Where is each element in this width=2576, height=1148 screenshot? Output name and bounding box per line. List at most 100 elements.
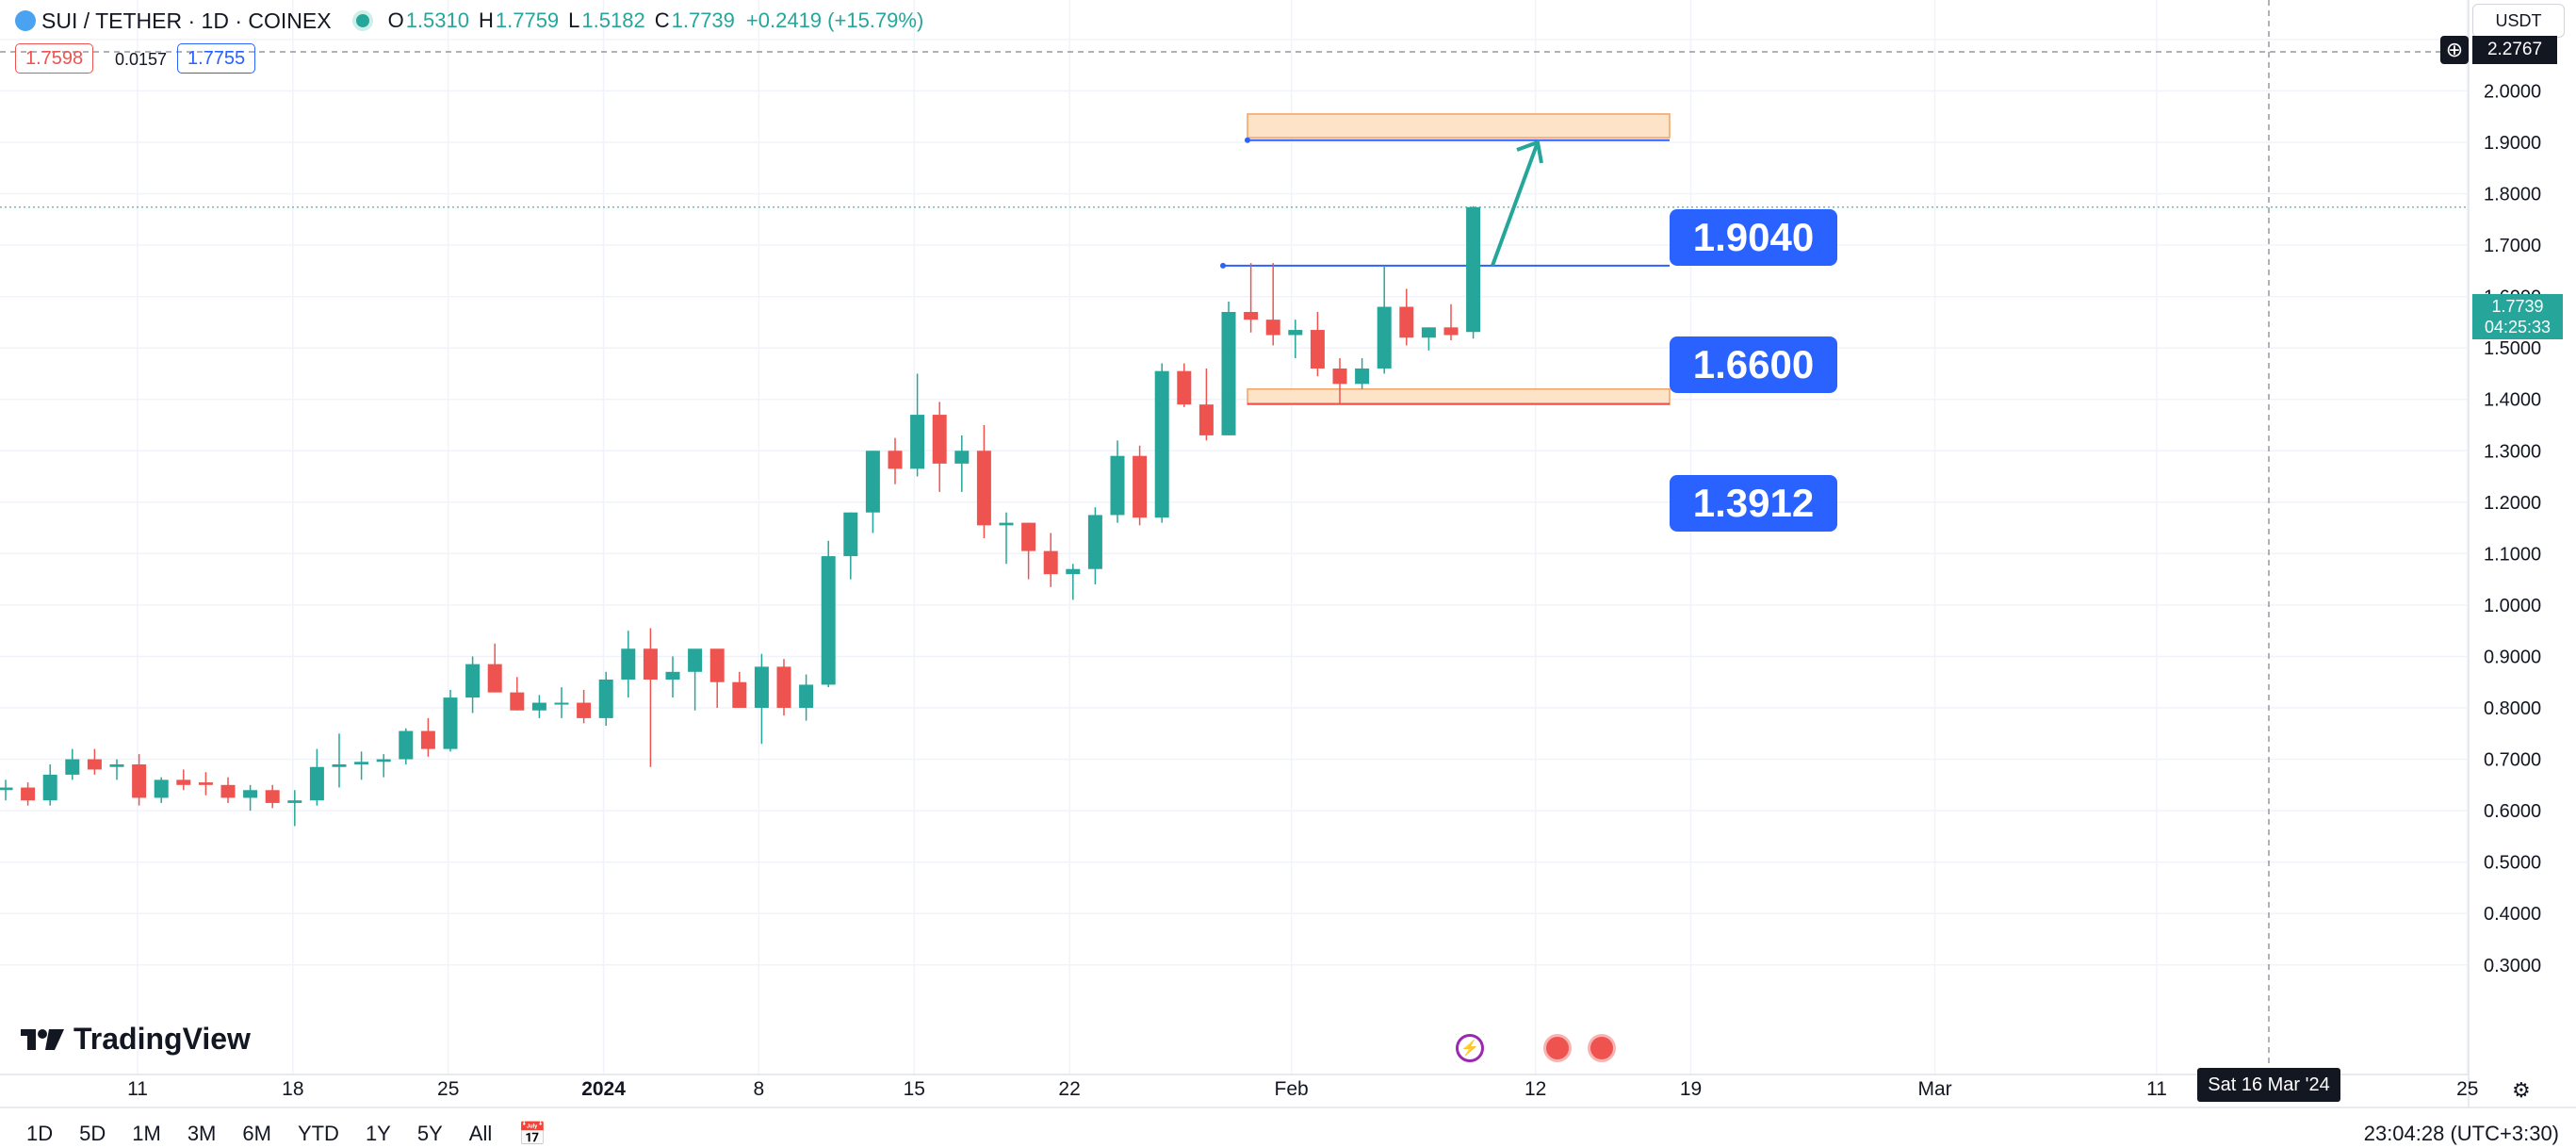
candle-body xyxy=(109,764,124,767)
candle-body xyxy=(376,759,391,763)
candle-body xyxy=(154,779,169,798)
candle-body xyxy=(1399,306,1414,338)
candle-body xyxy=(577,702,592,718)
time-tick-label: 25 xyxy=(437,1078,459,1100)
price-tick-label: 1.4000 xyxy=(2484,390,2541,411)
candle-body xyxy=(198,782,213,785)
crosshair-date-label: Sat 16 Mar '24 xyxy=(2197,1068,2340,1102)
sell-price-button[interactable]: 1.7598 xyxy=(15,43,94,74)
candle-body xyxy=(132,764,147,798)
price-tick-label: 0.4000 xyxy=(2484,904,2541,925)
level-anchor-mid xyxy=(1220,262,1226,269)
tradingview-logo[interactable]: TradingView xyxy=(21,1022,251,1057)
candle-body xyxy=(531,702,546,711)
crosshair-price-label: 2.2767 xyxy=(2472,36,2557,64)
price-tick-label: 2.0000 xyxy=(2484,81,2541,102)
candle-body xyxy=(776,666,791,708)
coin-logo-icon xyxy=(15,10,36,31)
candle-body xyxy=(1110,455,1125,516)
timeframe-3m[interactable]: 3M xyxy=(187,1122,217,1145)
candle-body xyxy=(65,759,80,775)
price-tick-label: 0.9000 xyxy=(2484,647,2541,667)
candle-body xyxy=(1332,368,1347,385)
level-label-bottom[interactable]: 1.3912 xyxy=(1670,475,1837,532)
time-tick-label: 2024 xyxy=(581,1078,626,1100)
candle-body xyxy=(1066,568,1081,575)
level-label-top[interactable]: 1.9040 xyxy=(1670,209,1837,266)
time-tick-label: Feb xyxy=(1275,1078,1309,1100)
us-flag-event-icon[interactable] xyxy=(1543,1034,1572,1062)
candle-body xyxy=(1087,515,1102,569)
candle-body xyxy=(42,774,57,801)
candle-body xyxy=(1265,320,1280,336)
candle-body xyxy=(821,556,836,685)
candle-body xyxy=(21,787,36,801)
candle-body xyxy=(265,790,280,803)
support-zone xyxy=(1247,388,1671,405)
candle-body xyxy=(643,648,658,680)
symbol-title[interactable]: SUI / TETHER · 1D · COINEX xyxy=(41,8,332,33)
timeframe-1d[interactable]: 1D xyxy=(26,1122,54,1145)
timeframe-1y[interactable]: 1Y xyxy=(365,1122,391,1145)
time-tick-label: 18 xyxy=(282,1078,303,1100)
price-tick-label: 0.3000 xyxy=(2484,956,2541,976)
candle-body xyxy=(243,790,258,798)
candle-body xyxy=(843,512,858,557)
candle-body xyxy=(799,684,814,708)
timeframe-1m[interactable]: 1M xyxy=(132,1122,161,1145)
candle-body xyxy=(420,730,435,749)
add-alert-plus-icon[interactable]: ⊕ xyxy=(2440,36,2469,64)
candle-body xyxy=(1021,522,1036,551)
bar-countdown: 04:25:33 xyxy=(2484,318,2552,336)
axis-settings-gear-icon[interactable]: ⚙ xyxy=(2512,1078,2531,1102)
buy-price-button[interactable]: 1.7755 xyxy=(177,43,256,74)
time-tick-label: 19 xyxy=(1680,1078,1702,1100)
candle-body xyxy=(1244,311,1259,320)
candle-body xyxy=(621,648,636,680)
price-tick-label: 0.5000 xyxy=(2484,853,2541,874)
clock-timezone[interactable]: 23:04:28 (UTC+3:30) xyxy=(2363,1122,2559,1145)
candle-body xyxy=(87,759,102,770)
candle-body xyxy=(976,451,991,526)
candle-body xyxy=(220,784,236,798)
candle-body xyxy=(1198,404,1214,435)
time-tick-label: 25 xyxy=(2456,1078,2478,1100)
candle-body xyxy=(1043,550,1058,575)
candle-body xyxy=(1221,311,1236,435)
candle-body xyxy=(1288,330,1303,336)
projection-arrow-head xyxy=(1516,139,1543,164)
spread-value: 0.0157 xyxy=(115,49,168,69)
ohlc-close: 1.7739 xyxy=(671,8,735,32)
candle-body xyxy=(1466,206,1481,333)
time-tick-label: Mar xyxy=(1917,1078,1951,1100)
symbol-header: SUI / TETHER · 1D · COINEX O 1.5310 H 1.77… xyxy=(0,0,923,41)
currency-unit-button[interactable]: USDT xyxy=(2472,4,2565,38)
timeframe-5d[interactable]: 5D xyxy=(79,1122,106,1145)
lightning-event-icon[interactable]: ⚡ xyxy=(1456,1034,1484,1062)
tradingview-mark-icon xyxy=(21,1028,64,1050)
us-flag-event-icon-2[interactable] xyxy=(1588,1034,1616,1062)
market-status-icon[interactable] xyxy=(351,10,373,31)
candle-body xyxy=(999,522,1014,526)
candle-body xyxy=(954,451,970,464)
price-tick-label: 1.2000 xyxy=(2484,493,2541,514)
timeframe-6m[interactable]: 6M xyxy=(242,1122,271,1145)
candle-body xyxy=(1177,370,1192,405)
candle-body xyxy=(287,800,302,803)
timeframe-ytd[interactable]: YTD xyxy=(297,1122,339,1145)
candle-body xyxy=(0,787,13,791)
timeframe-all[interactable]: All xyxy=(468,1122,493,1145)
price-tick-label: 0.7000 xyxy=(2484,750,2541,771)
price-tick-label: 1.1000 xyxy=(2484,544,2541,565)
date-range-calendar-icon[interactable]: 📅 xyxy=(518,1121,547,1147)
timeframe-5y[interactable]: 5Y xyxy=(416,1122,443,1145)
candle-body xyxy=(1133,455,1148,518)
candle-body xyxy=(888,451,903,469)
candle-body xyxy=(399,730,414,760)
ohlc-high: 1.7759 xyxy=(495,8,560,32)
candle-body xyxy=(1443,327,1459,336)
candle-body xyxy=(688,648,703,672)
level-label-mid[interactable]: 1.6600 xyxy=(1670,336,1837,393)
level-anchor-top xyxy=(1245,137,1250,143)
